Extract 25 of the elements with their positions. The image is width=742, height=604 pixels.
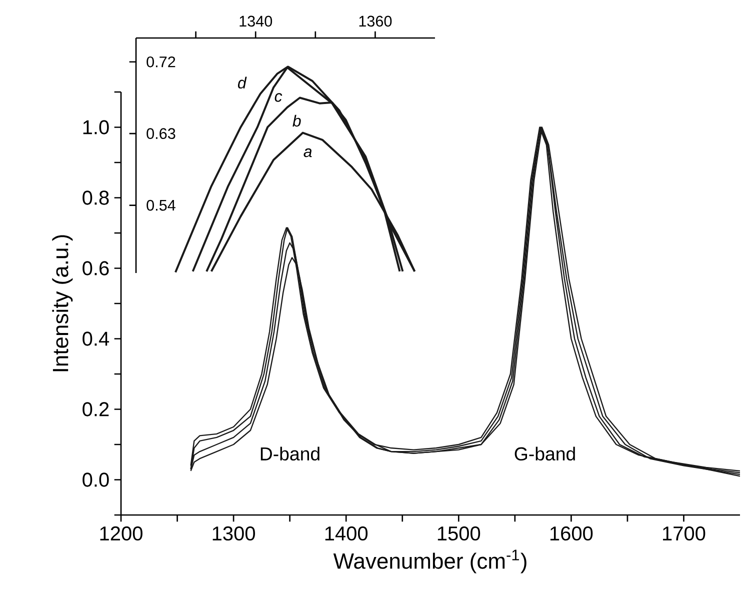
y-axis-title: Intensity (a.u.) — [52, 235, 73, 372]
y-tick-label: 0.6 — [82, 261, 109, 276]
x-tick-label: 1340 — [240, 16, 272, 27]
y-tick-label: 0.63 — [146, 128, 176, 140]
y-tick-label: 0.2 — [82, 402, 109, 416]
series-label: b — [292, 114, 301, 127]
y-tick-label: 0.54 — [146, 200, 176, 211]
annotation: G-band — [514, 446, 575, 461]
x-tick-label: 1200 — [100, 526, 142, 541]
series-label: a — [304, 148, 312, 158]
x-axis-title: Wavenumber (cm$^{-1}$) — [333, 550, 526, 574]
y-tick-label: 0.0 — [82, 472, 109, 487]
x-tick-label: 1300 — [212, 526, 255, 541]
series-label: c — [274, 93, 282, 102]
x-tick-label: 1500 — [438, 526, 480, 541]
x-tick-label: 1400 — [325, 526, 368, 541]
y-tick-label: 1.0 — [83, 120, 109, 134]
y-tick-label: 0.4 — [82, 332, 110, 346]
series-label: d — [238, 76, 247, 89]
annotation: D-band — [260, 446, 320, 461]
y-tick-label: 0.8 — [82, 190, 109, 205]
x-tick-label: 1360 — [359, 16, 392, 27]
y-tick-label: 0.72 — [146, 56, 176, 68]
x-tick-label: 1700 — [663, 526, 706, 541]
x-tick-label: 1600 — [550, 526, 593, 541]
